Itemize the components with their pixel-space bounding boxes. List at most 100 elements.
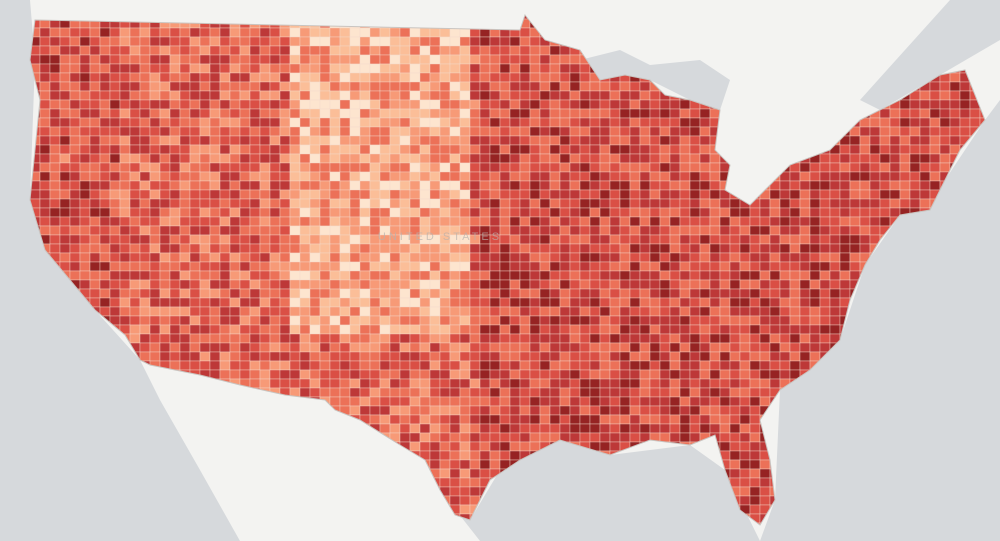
county xyxy=(489,180,501,191)
county xyxy=(389,351,401,362)
county xyxy=(779,198,791,209)
county xyxy=(329,324,341,335)
county xyxy=(249,27,261,38)
county xyxy=(619,351,631,362)
county xyxy=(99,126,111,137)
county xyxy=(329,360,341,371)
county xyxy=(879,117,891,128)
county xyxy=(439,369,451,380)
county xyxy=(289,351,301,362)
county xyxy=(479,378,491,389)
county xyxy=(379,216,391,227)
county xyxy=(779,189,791,200)
county xyxy=(409,405,421,416)
county xyxy=(289,270,301,281)
county xyxy=(289,153,301,164)
county xyxy=(99,144,111,155)
county xyxy=(319,261,331,272)
county xyxy=(709,351,721,362)
county xyxy=(949,90,961,101)
county xyxy=(699,108,711,119)
county xyxy=(39,153,51,164)
county xyxy=(639,207,651,218)
county xyxy=(489,126,501,137)
county xyxy=(739,306,751,317)
county xyxy=(199,63,211,74)
county xyxy=(539,54,551,65)
county xyxy=(409,342,421,353)
county xyxy=(629,333,641,344)
county xyxy=(599,90,611,101)
county xyxy=(239,45,251,56)
county xyxy=(599,297,611,308)
county xyxy=(429,414,441,425)
county xyxy=(589,243,601,254)
county xyxy=(299,171,311,182)
county xyxy=(489,270,501,281)
county xyxy=(49,171,61,182)
county xyxy=(519,405,531,416)
county xyxy=(399,27,411,38)
county xyxy=(729,198,741,209)
county xyxy=(469,108,481,119)
county xyxy=(219,180,231,191)
county xyxy=(889,117,901,128)
county xyxy=(919,99,931,110)
county xyxy=(449,27,461,38)
county xyxy=(279,270,291,281)
county xyxy=(99,252,111,263)
county xyxy=(279,315,291,326)
county xyxy=(909,153,921,164)
county xyxy=(199,189,211,200)
county xyxy=(629,423,641,434)
county xyxy=(599,135,611,146)
county xyxy=(359,72,371,83)
county xyxy=(109,252,121,263)
county xyxy=(409,333,421,344)
county xyxy=(409,432,421,443)
county xyxy=(199,54,211,65)
county xyxy=(229,261,241,272)
county xyxy=(339,270,351,281)
county xyxy=(139,189,151,200)
county xyxy=(429,198,441,209)
county xyxy=(439,117,451,128)
county xyxy=(429,270,441,281)
county xyxy=(329,27,341,38)
county xyxy=(569,189,581,200)
county xyxy=(589,99,601,110)
county xyxy=(419,99,431,110)
county xyxy=(509,126,521,137)
county xyxy=(539,414,551,425)
county xyxy=(589,405,601,416)
county xyxy=(189,180,201,191)
county xyxy=(779,216,791,227)
county xyxy=(369,90,381,101)
county xyxy=(89,45,101,56)
county xyxy=(409,144,421,155)
county xyxy=(699,126,711,137)
county xyxy=(389,261,401,272)
county xyxy=(69,261,81,272)
county xyxy=(269,252,281,263)
county xyxy=(539,216,551,227)
county xyxy=(139,333,151,344)
county xyxy=(229,342,241,353)
county xyxy=(649,225,661,236)
county xyxy=(169,126,181,137)
county xyxy=(439,315,451,326)
county xyxy=(279,117,291,128)
county xyxy=(639,99,651,110)
county xyxy=(159,234,171,245)
county xyxy=(519,333,531,344)
county xyxy=(329,117,341,128)
county xyxy=(139,216,151,227)
county xyxy=(159,324,171,335)
county xyxy=(459,351,471,362)
county xyxy=(259,135,271,146)
county xyxy=(569,108,581,119)
county xyxy=(619,126,631,137)
county xyxy=(539,297,551,308)
county xyxy=(479,108,491,119)
county xyxy=(349,387,361,398)
